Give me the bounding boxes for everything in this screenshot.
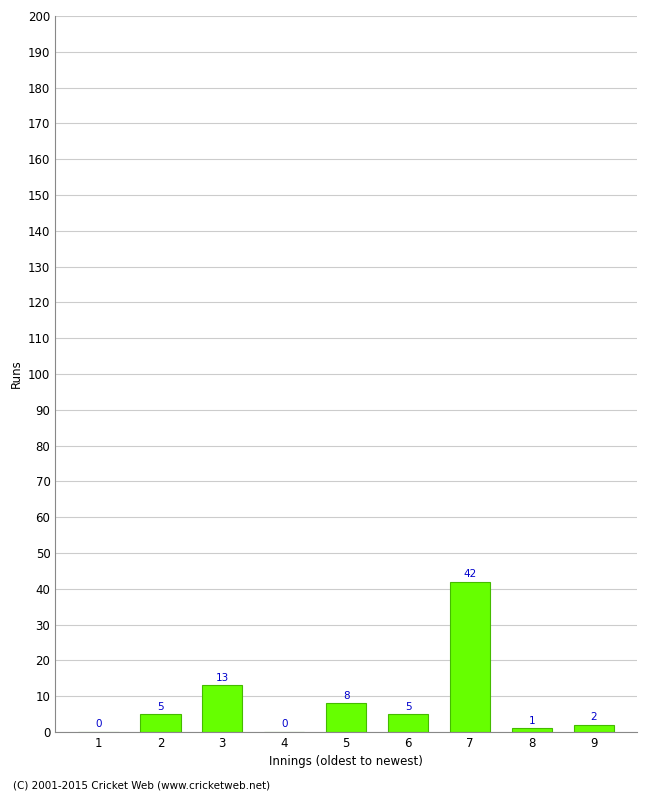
Bar <box>140 714 181 732</box>
Text: 13: 13 <box>216 673 229 683</box>
Text: 5: 5 <box>157 702 164 711</box>
X-axis label: Innings (oldest to newest): Innings (oldest to newest) <box>269 755 423 769</box>
Bar <box>450 582 490 732</box>
Text: 5: 5 <box>405 702 411 711</box>
Y-axis label: Runs: Runs <box>10 360 23 388</box>
Bar <box>326 703 366 732</box>
Bar <box>512 729 552 732</box>
Bar <box>573 725 614 732</box>
Bar <box>388 714 428 732</box>
Text: 1: 1 <box>528 716 535 726</box>
Text: (C) 2001-2015 Cricket Web (www.cricketweb.net): (C) 2001-2015 Cricket Web (www.cricketwe… <box>13 781 270 790</box>
Text: 42: 42 <box>463 569 476 579</box>
Text: 8: 8 <box>343 691 350 701</box>
Text: 0: 0 <box>281 719 287 730</box>
Text: 2: 2 <box>590 712 597 722</box>
Bar <box>202 686 242 732</box>
Text: 0: 0 <box>96 719 102 730</box>
